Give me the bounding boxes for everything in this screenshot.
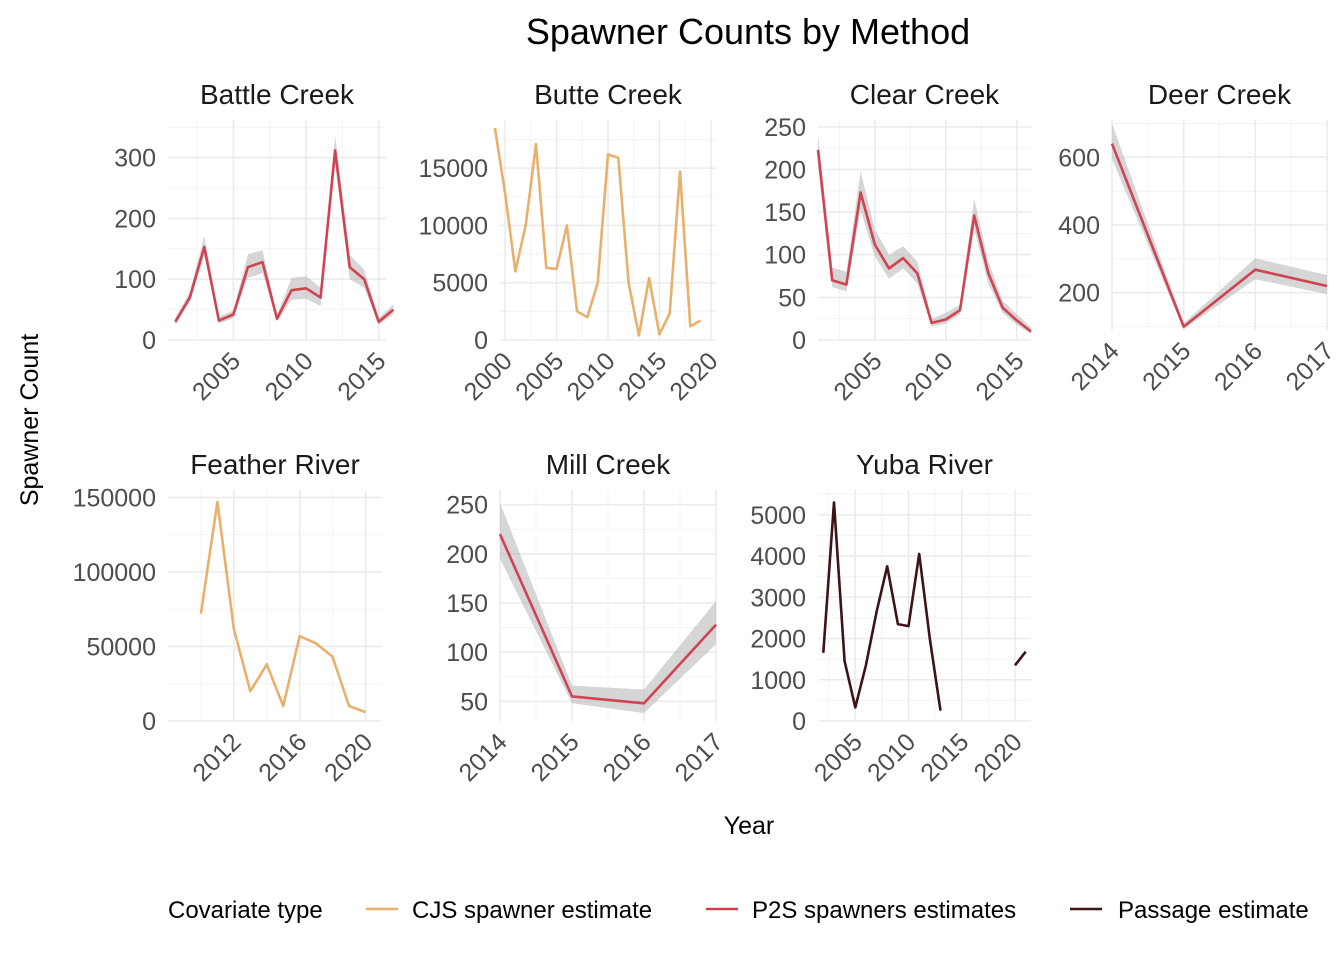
confidence-ribbon xyxy=(500,502,716,714)
y-tick-label: 50000 xyxy=(86,633,156,661)
legend-label-p2s: P2S spawners estimates xyxy=(752,897,1016,924)
x-tick-label: 2016 xyxy=(598,728,657,787)
y-tick-label: 250 xyxy=(764,114,806,142)
legend-item-p2s: P2S spawners estimates xyxy=(706,897,1016,924)
y-tick-label: 0 xyxy=(792,327,806,355)
y-tick-label: 150000 xyxy=(73,484,156,512)
x-tick-label: 2020 xyxy=(664,347,723,406)
facet-label: Battle Creek xyxy=(200,79,355,110)
x-tick-label: 2014 xyxy=(1066,337,1125,396)
legend-title: Covariate type xyxy=(168,897,323,924)
panel-clear-creek: Clear Creek 0 50 100 150 200 250 2005 2010 2015 xyxy=(764,79,1032,406)
y-tick-label: 300 xyxy=(114,145,156,173)
y-tick-label: 100 xyxy=(114,266,156,294)
y-tick-label: 0 xyxy=(792,708,806,736)
y-tick-label: 100 xyxy=(446,639,488,667)
y-tick-label: 5000 xyxy=(432,270,488,298)
x-tick-label: 2010 xyxy=(862,728,921,787)
x-tick-label: 2010 xyxy=(899,347,958,406)
x-tick-label: 2020 xyxy=(969,728,1028,787)
series-line-cjs xyxy=(199,500,366,714)
x-tick-label: 2000 xyxy=(459,347,518,406)
legend-label-cjs: CJS spawner estimate xyxy=(412,897,652,924)
series-line-cjs xyxy=(493,127,702,337)
y-tick-label: 1000 xyxy=(750,667,806,695)
legend-label-passage: Passage estimate xyxy=(1118,897,1309,924)
y-tick-label: 3000 xyxy=(750,584,806,612)
y-tick-label: 4000 xyxy=(750,543,806,571)
y-tick-label: 250 xyxy=(446,492,488,520)
x-tick-label: 2015 xyxy=(526,728,585,787)
y-tick-label: 2000 xyxy=(750,626,806,654)
legend: Covariate type CJS spawner estimate P2S … xyxy=(168,897,1309,924)
y-tick-label: 0 xyxy=(142,708,156,736)
x-tick-label: 2005 xyxy=(828,347,887,406)
legend-item-cjs: CJS spawner estimate xyxy=(366,897,652,924)
y-tick-label: 100 xyxy=(764,242,806,270)
confidence-ribbon xyxy=(818,134,1031,334)
panel-mill-creek: Mill Creek 50 100 150 200 250 2014 2015 2016 2017 xyxy=(446,449,728,787)
y-axis-title: Spawner Count xyxy=(16,334,44,506)
y-tick-label: 100000 xyxy=(73,559,156,587)
x-tick-label: 2010 xyxy=(562,347,621,406)
facet-label: Clear Creek xyxy=(850,79,1000,110)
y-tick-label: 600 xyxy=(1058,144,1100,172)
y-tick-label: 0 xyxy=(474,327,488,355)
series-line-p2s xyxy=(498,533,717,705)
panel-yuba-river: Yuba River010002000300040005000200520102… xyxy=(750,449,1031,787)
x-tick-label: 2020 xyxy=(319,728,378,787)
x-tick-label: 2016 xyxy=(253,728,312,787)
y-tick-label: 5000 xyxy=(750,502,806,530)
series-line-pas xyxy=(822,501,942,711)
x-tick-label: 2015 xyxy=(915,728,974,787)
x-tick-label: 2012 xyxy=(187,728,246,787)
panel-feather-river: Feather River 0 50000 100000 150000 2012 2016 2… xyxy=(73,449,382,787)
y-tick-label: 10000 xyxy=(418,212,488,240)
x-tick-label: 2015 xyxy=(613,347,672,406)
y-tick-label: 200 xyxy=(764,156,806,184)
y-tick-label: 15000 xyxy=(418,155,488,183)
x-tick-label: 2005 xyxy=(187,347,246,406)
facet-label: Feather River xyxy=(190,449,360,480)
chart-title: Spawner Counts by Method xyxy=(526,11,970,52)
y-tick-label: 200 xyxy=(446,541,488,569)
x-tick-label: 2015 xyxy=(332,347,391,406)
x-tick-label: 2015 xyxy=(970,347,1029,406)
y-tick-label: 200 xyxy=(1058,280,1100,308)
x-tick-label: 2005 xyxy=(510,347,569,406)
x-tick-label: 2015 xyxy=(1137,337,1196,396)
y-tick-label: 150 xyxy=(446,590,488,618)
x-tick-label: 2014 xyxy=(454,728,513,787)
series-line-p2s xyxy=(1110,143,1328,328)
series-line-pas xyxy=(1013,650,1027,667)
legend-item-passage: Passage estimate xyxy=(1070,897,1309,924)
facet-label: Butte Creek xyxy=(534,79,683,110)
series-line-p2s xyxy=(816,149,1032,333)
y-tick-label: 0 xyxy=(142,327,156,355)
x-tick-label: 2005 xyxy=(809,728,868,787)
x-tick-label: 2010 xyxy=(260,347,319,406)
panel-butte-creek: Butte Creek05000100001500020002005201020… xyxy=(418,79,723,406)
x-tick-label: 2017 xyxy=(1281,337,1340,396)
y-tick-label: 400 xyxy=(1058,212,1100,240)
panel-battle-creek: Battle Creek 0 100 200 300 2005 2010 2015 xyxy=(114,79,395,406)
y-tick-label: 50 xyxy=(778,284,806,312)
series-line-p2s xyxy=(174,149,395,324)
x-tick-label: 2016 xyxy=(1209,337,1268,396)
facet-label: Yuba River xyxy=(856,449,993,480)
y-tick-label: 150 xyxy=(764,199,806,227)
y-tick-label: 200 xyxy=(114,205,156,233)
y-tick-label: 50 xyxy=(460,688,488,716)
confidence-ribbon xyxy=(175,135,394,325)
facet-label: Deer Creek xyxy=(1148,79,1292,110)
x-tick-label: 2017 xyxy=(670,728,729,787)
x-axis-title: Year xyxy=(724,812,775,840)
facet-label: Mill Creek xyxy=(546,449,671,480)
panel-deer-creek: Deer Creek 200 400 600 2014 2015 2016 2017 xyxy=(1058,79,1339,396)
